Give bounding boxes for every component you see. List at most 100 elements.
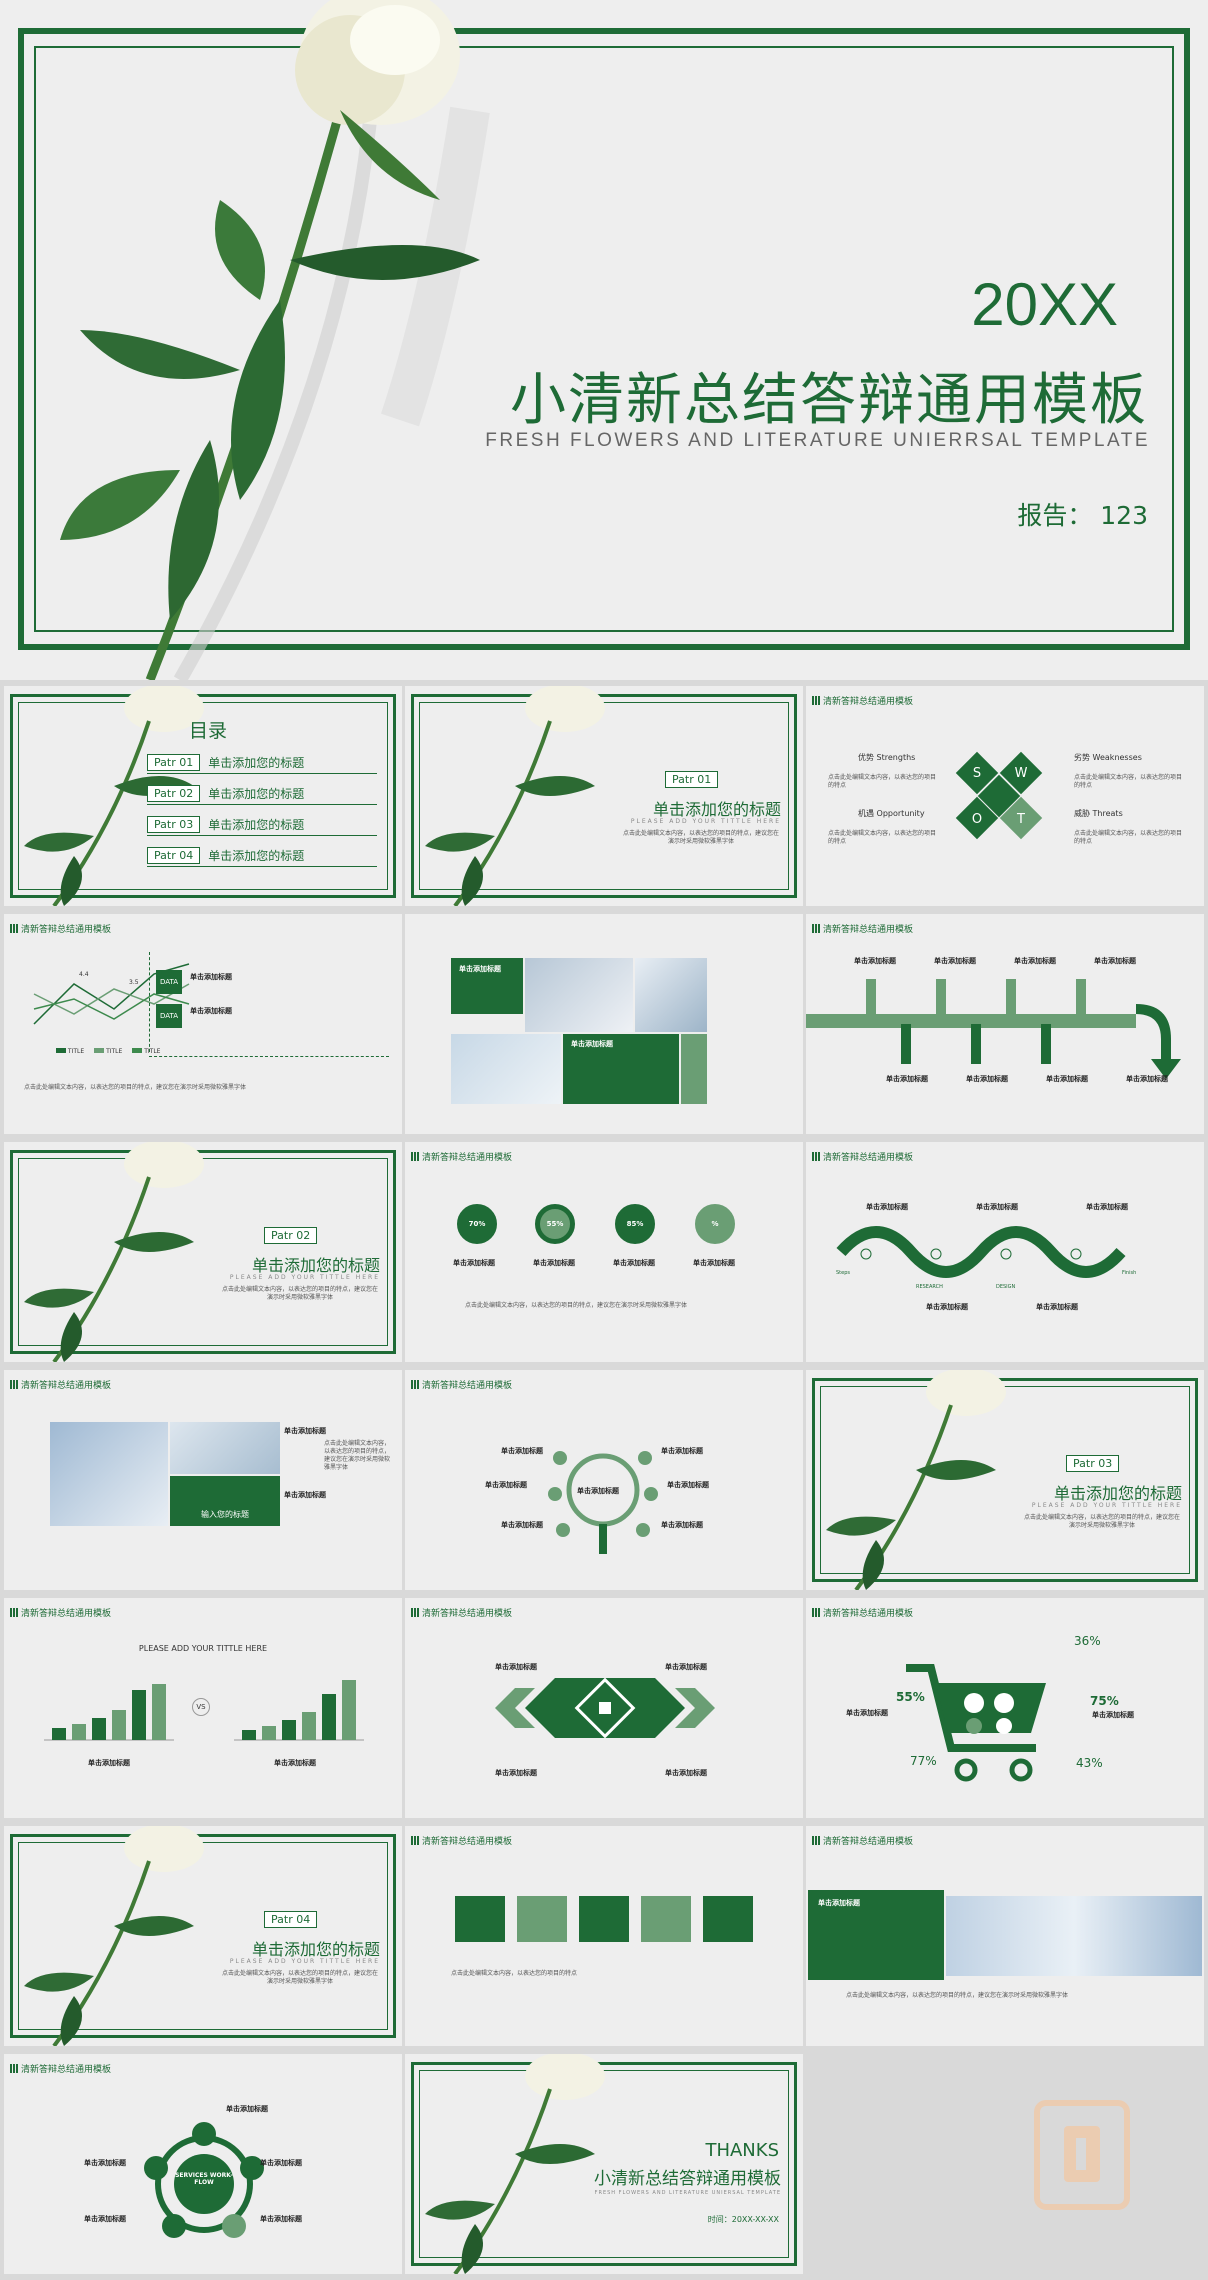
step-title: 单击添加标题 [934, 957, 976, 965]
slide-frame-inner [18, 1842, 388, 2030]
donut: 70% [457, 1204, 497, 1244]
arrow-flow [806, 979, 1181, 1079]
swot-slide[interactable]: 清新答辩总结通用模板 优势 Strengths 机遇 Opportunity 劣… [806, 686, 1204, 906]
donut: % [695, 1204, 735, 1244]
item-title: 单击添加标题 [661, 1447, 703, 1455]
toc-item[interactable]: Patr 03 单击添加您的标题 [147, 816, 377, 836]
toc-item[interactable]: Patr 01 单击添加您的标题 [147, 754, 377, 774]
cart-slide[interactable]: 清新答辩总结通用模板 36% 55% 75% 77% 43% 单击添加标题 单击… [806, 1598, 1204, 1818]
slide-header: 清新答辩总结通用模板 [10, 922, 111, 935]
section-tag-text: Patr 03 [1066, 1455, 1120, 1472]
section-slide-04[interactable]: Patr 04 单击添加您的标题 PLEASE ADD YOUR TITTLE … [4, 1826, 402, 2046]
section-slide-02[interactable]: Patr 02 单击添加您的标题 PLEASE ADD YOUR TITTLE … [4, 1142, 402, 1362]
arrow-process-slide[interactable]: 清新答辩总结通用模板 单击添加标题 单击添加标题 单击添加标题 单击添加标题 单… [806, 914, 1204, 1134]
search-icon [579, 1896, 629, 1942]
section-slide-01[interactable]: Patr 01 单击添加您的标题 PLEASE ADD YOUR TITTLE … [405, 686, 803, 906]
slide-frame-inner [820, 1386, 1190, 1574]
rose-illustration [425, 2054, 605, 2274]
item-title: 单击添加标题 [260, 2159, 302, 2167]
swot-letter-w: W [1015, 766, 1028, 781]
bank-diagram [495, 1677, 715, 1739]
team-photo [946, 1896, 1202, 1976]
section-tag: Patr 03 [1066, 1452, 1120, 1472]
cover-slide[interactable]: 20XX 小清新总结答辩通用模板 FRESH FLOWERS AND LITER… [0, 0, 1208, 680]
magnifier-slide[interactable]: 清新答辩总结通用模板 单击添加标题 单击添加标题 单击添加标题 单击添加标题 单… [405, 1370, 803, 1590]
slide-header: 清新答辩总结通用模板 [10, 2062, 111, 2075]
thanks-slide[interactable]: THANKS 小清新总结答辩通用模板 FRESH FLOWERS AND LIT… [405, 2054, 803, 2274]
thanks-title: 小清新总结答辩通用模板 [594, 2169, 781, 2189]
toc-slide[interactable]: 目录 Patr 01 单击添加您的标题 Patr 02 单击添加您的标题 Patr … [4, 686, 402, 906]
workflow-cycle [144, 2122, 264, 2238]
swot-letter-t: T [1016, 812, 1025, 827]
item-title: 单击添加标题 [665, 1663, 707, 1671]
section-desc: 点击此处编辑文本内容，以表达您的项目的特点，建议您在演示时采用微软雅黑字体 [221, 1970, 378, 1986]
section-desc: 点击此处编辑文本内容，以表达您的项目的特点，建议您在演示时采用微软雅黑字体 [221, 1286, 378, 1302]
pct-label: 36% [1074, 1634, 1101, 1648]
office-photo [451, 1034, 561, 1104]
swot-opportunity: 机遇 Opportunity [858, 809, 925, 818]
slide-desc: 点击此处编辑文本内容，以表达您的项目的特点 [451, 1970, 578, 1977]
section-en: PLEASE ADD YOUR TITTLE HERE [229, 1274, 380, 1281]
header-text: 清新答辩总结通用模板 [823, 1837, 914, 1847]
group-icon [703, 1896, 753, 1942]
workflow-slide[interactable]: 清新答辩总结通用模板 SERVICES WORK-FLOW 单击添加标题 单击添… [4, 2054, 402, 2274]
block-title: 单击添加标题 [571, 1040, 613, 1048]
hexagon-slide[interactable]: 清新答辩总结通用模板 单击添加标题 单击添加标题 单击添加标题 单击添加标题 [405, 1598, 803, 1818]
center-title: 单击添加标题 [577, 1487, 619, 1495]
header-text: 清新答辩总结通用模板 [21, 1381, 112, 1391]
hero-reporter: 报告： 123 [1017, 501, 1148, 530]
item-title: 单击添加标题 [501, 1521, 543, 1529]
input-title-block[interactable]: 输入您的标题 [170, 1476, 280, 1526]
user-icon [641, 1896, 691, 1942]
section-slide-03[interactable]: Patr 03 单击添加您的标题 PLEASE ADD YOUR TITTLE … [806, 1370, 1204, 1590]
line-chart: 4.4 3.5 [33, 963, 190, 1025]
slide-header: 清新答辩总结通用模板 [411, 1606, 512, 1619]
rose-illustration [425, 686, 605, 906]
wave-title: 单击添加标题 [866, 1203, 908, 1211]
divider [149, 952, 150, 1052]
pct-label: 43% [1076, 1756, 1103, 1770]
photo-collage-slide[interactable]: 单击添加标题 单击添加标题 [405, 914, 803, 1134]
toc-tag: Patr 03 [147, 816, 201, 833]
chart-title: 单击添加标题 [274, 1759, 316, 1767]
section-tag-text: Patr 04 [264, 1911, 318, 1928]
item-title: 单击添加标题 [665, 1769, 707, 1777]
step-title: 单击添加标题 [1094, 957, 1136, 965]
wave-slide[interactable]: 清新答辩总结通用模板 Steps RESEARCH DESIGN Finish … [806, 1142, 1204, 1362]
slide-frame [10, 694, 396, 898]
toc-list: Patr 01 单击添加您的标题 Patr 02 单击添加您的标题 Patr 03 单… [147, 754, 377, 867]
pct-label: 75% [1090, 1694, 1119, 1708]
office-photo [170, 1422, 280, 1474]
rose-illustration [60, 0, 490, 680]
line-chart-slide[interactable]: 清新答辩总结通用模板 4.4 3.5 TITLE TITLE TITLE DAT… [4, 914, 402, 1134]
bar-vs-slide[interactable]: 清新答辩总结通用模板 PLEASE ADD YOUR TITTLE HERE V… [4, 1598, 402, 1818]
point-label: 3.5 [129, 979, 139, 986]
toc-item[interactable]: Patr 04 单击添加您的标题 [147, 847, 377, 867]
photo-text-slide[interactable]: 清新答辩总结通用模板 输入您的标题 单击添加标题 点击此处编辑文本内容，以表达您… [4, 1370, 402, 1590]
header-text: 清新答辩总结通用模板 [21, 925, 112, 935]
slide-header: 清新答辩总结通用模板 [10, 1606, 111, 1619]
slide-frame [812, 1378, 1198, 1582]
donut-slide[interactable]: 清新答辩总结通用模板 70% 55% 85% % 单击添加标题 单击添加标题 单… [405, 1142, 803, 1362]
rose-illustration [24, 1826, 204, 2046]
slide-header: 清新答辩总结通用模板 [411, 1378, 512, 1391]
slide-frame-inner [419, 702, 789, 890]
toc-text: 单击添加您的标题 [208, 849, 305, 863]
slide-frame [10, 1150, 396, 1354]
toc-tag: Patr 04 [147, 847, 201, 864]
banner-photo-slide[interactable]: 清新答辩总结通用模板 单击添加标题 点击此处编辑文本内容，以表达您的项目的特点，… [806, 1826, 1204, 2046]
toc-tag: Patr 02 [147, 785, 201, 802]
wave-label: Finish [1122, 1270, 1136, 1276]
toc-item[interactable]: Patr 02 单击添加您的标题 [147, 785, 377, 805]
slide-header: 清新答辩总结通用模板 [812, 694, 913, 707]
header-text: 清新答辩总结通用模板 [823, 1153, 914, 1163]
header-text: 清新答辩总结通用模板 [823, 925, 914, 935]
legend-item: TITLE [144, 1048, 161, 1055]
cart-icon [906, 1664, 1046, 1782]
section-tag-text: Patr 01 [665, 771, 719, 788]
header-text: 清新答辩总结通用模板 [21, 2065, 112, 2075]
wave-label: RESEARCH [916, 1284, 943, 1290]
chart-legend: TITLE TITLE TITLE [56, 1048, 160, 1055]
icon-boxes-slide[interactable]: 清新答辩总结通用模板 点击此处编辑文本内容，以表达您的项目的特点 [405, 1826, 803, 2046]
rose-illustration [826, 1370, 1006, 1590]
